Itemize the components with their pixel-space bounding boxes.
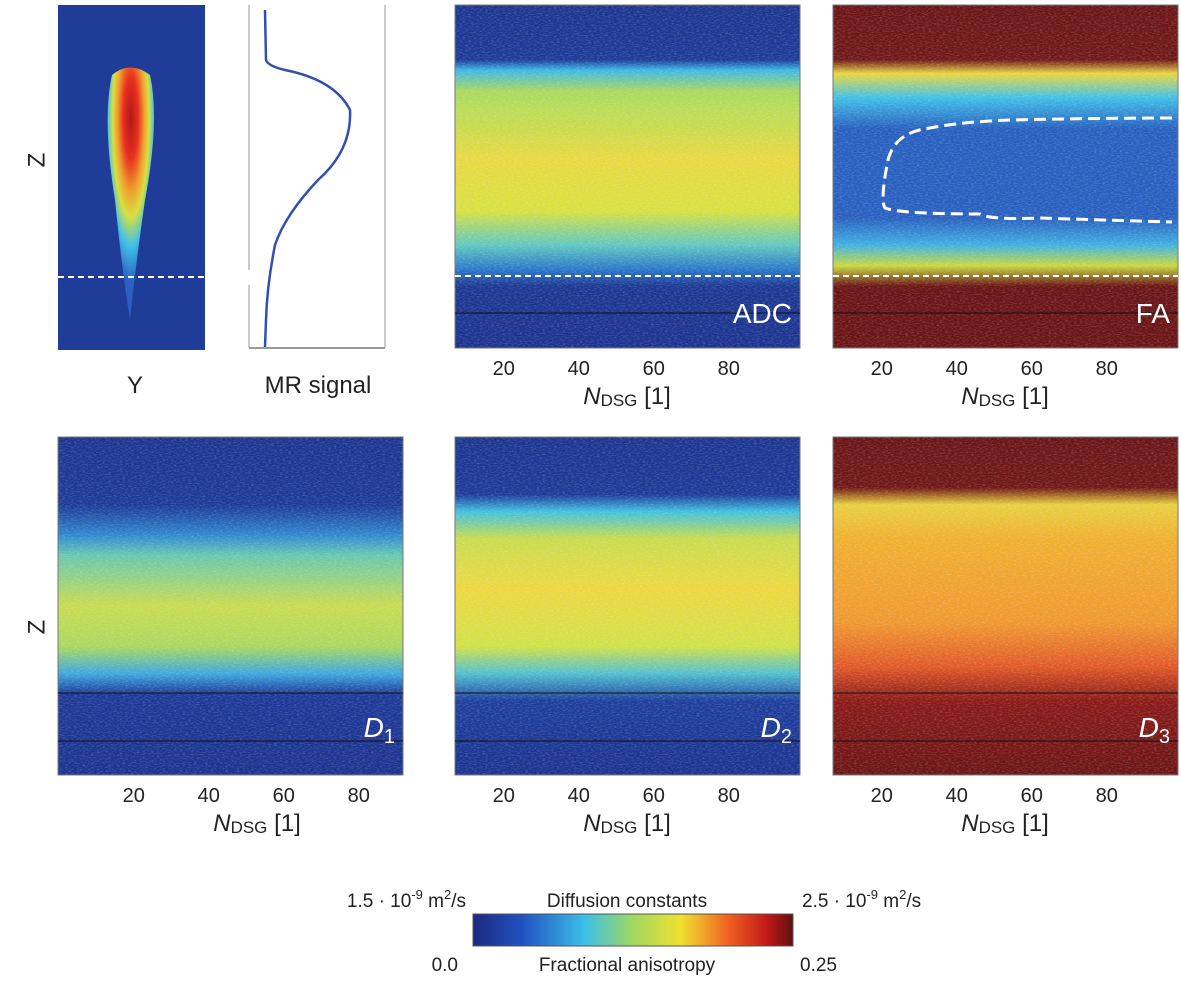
map-label-main: ADC — [733, 298, 792, 329]
map-label-sub: 2 — [781, 726, 792, 748]
heatmap-noise — [58, 437, 403, 775]
x-axis-label-main: N — [583, 810, 601, 837]
colorbar-min: 0.0 — [432, 955, 458, 976]
x-axis-label-space — [637, 383, 644, 410]
x-axis-label-sub: DSG — [979, 818, 1016, 837]
sample-drop — [107, 67, 154, 320]
x-axis-label-unit: [1] — [1022, 383, 1049, 410]
x-tick-label: 60 — [643, 358, 665, 380]
x-tick-label: 20 — [493, 358, 515, 380]
x-tick-label: 40 — [568, 358, 590, 380]
z-label: Z — [23, 620, 50, 635]
colorbar-title: Diffusion constants — [547, 891, 707, 912]
x-tick-label: 60 — [273, 785, 295, 807]
x-tick-label: 40 — [568, 785, 590, 807]
x-tick-label: 20 — [493, 785, 515, 807]
x-axis-label-main: N — [961, 810, 979, 837]
x-axis-label-sub: DSG — [231, 818, 268, 837]
colorbar — [472, 913, 794, 947]
x-axis-label: NDSG [1] — [961, 810, 1049, 837]
colorbar-max: 0.25 — [800, 955, 837, 976]
x-axis-label: NDSG [1] — [961, 383, 1049, 410]
x-axis-label-sub: DSG — [601, 391, 638, 410]
x-tick-label: 40 — [946, 785, 968, 807]
x-axis-label-space — [1015, 810, 1022, 837]
map-panel: D1 20 40 60 80 NDSG [1] — [57, 436, 404, 837]
map-panel: D2 20 40 60 80 NDSG [1] — [454, 436, 801, 837]
map-label: FA — [1136, 298, 1171, 329]
x-axis-label-main: N — [213, 810, 231, 837]
map-panel: ADC 20 40 60 80 NDSG [1] — [454, 4, 801, 410]
colorbar-max-top: 2.5 · 10-9 m2/s — [802, 887, 921, 912]
x-tick-label: 80 — [348, 785, 370, 807]
x-axis-label-unit: [1] — [644, 810, 671, 837]
x-tick-label: 80 — [1096, 785, 1118, 807]
x-axis-label-space — [267, 810, 274, 837]
x-tick-label: 80 — [718, 358, 740, 380]
y-label: Y — [127, 372, 143, 399]
map-label-sub: 3 — [1159, 726, 1170, 748]
map-panel: FA 20 40 60 80 NDSG [1] — [832, 4, 1179, 410]
map-frame — [832, 4, 1179, 349]
x-axis-label-sub: DSG — [601, 818, 638, 837]
x-axis-label-unit: [1] — [644, 383, 671, 410]
x-tick-label: 20 — [123, 785, 145, 807]
map-frame — [832, 436, 1179, 776]
x-axis-label-space — [1015, 383, 1022, 410]
x-axis-label-main: N — [583, 383, 601, 410]
map-label-main: D — [1139, 712, 1159, 743]
map-frame — [454, 436, 801, 776]
x-axis-label-unit: [1] — [274, 810, 301, 837]
x-tick-label: 80 — [1096, 358, 1118, 380]
x-tick-label: 60 — [1021, 785, 1043, 807]
z-label: Z — [23, 153, 50, 168]
colorbar-title: Fractional anisotropy — [539, 955, 716, 976]
map-label-main: FA — [1136, 298, 1171, 329]
x-axis-label: NDSG [1] — [583, 810, 671, 837]
heatmap-noise — [455, 5, 800, 348]
map-frame — [57, 436, 404, 776]
x-axis-label-unit: [1] — [1022, 810, 1049, 837]
x-axis-label-sub: DSG — [979, 391, 1016, 410]
fa-contour — [881, 116, 1173, 224]
mr-profile — [248, 5, 386, 349]
profile-label: MR signal — [265, 372, 372, 399]
x-tick-label: 60 — [1021, 358, 1043, 380]
x-axis-label: NDSG [1] — [213, 810, 301, 837]
x-tick-label: 40 — [946, 358, 968, 380]
colorbar-min-top: 1.5 · 10-9 m2/s — [347, 887, 466, 912]
map-label-main: D — [364, 712, 384, 743]
map-label-sub: 1 — [384, 726, 395, 748]
heatmap-noise — [833, 5, 1178, 348]
map-label: ADC — [733, 298, 792, 329]
x-tick-label: 80 — [718, 785, 740, 807]
x-axis-label-space — [637, 810, 644, 837]
map-label: D3 — [1139, 712, 1170, 748]
map-panel: D3 20 40 60 80 NDSG [1] — [832, 436, 1179, 837]
x-axis-label: NDSG [1] — [583, 383, 671, 410]
x-tick-label: 40 — [198, 785, 220, 807]
map-frame — [454, 4, 801, 349]
x-axis-label-main: N — [961, 383, 979, 410]
signal-curve — [263, 9, 352, 348]
map-label-main: D — [761, 712, 781, 743]
x-tick-label: 20 — [871, 785, 893, 807]
map-label: D2 — [761, 712, 792, 748]
heatmap-noise — [833, 437, 1178, 775]
x-tick-label: 20 — [871, 358, 893, 380]
heatmap-noise — [455, 437, 800, 775]
map-label: D1 — [364, 712, 395, 748]
x-tick-label: 60 — [643, 785, 665, 807]
